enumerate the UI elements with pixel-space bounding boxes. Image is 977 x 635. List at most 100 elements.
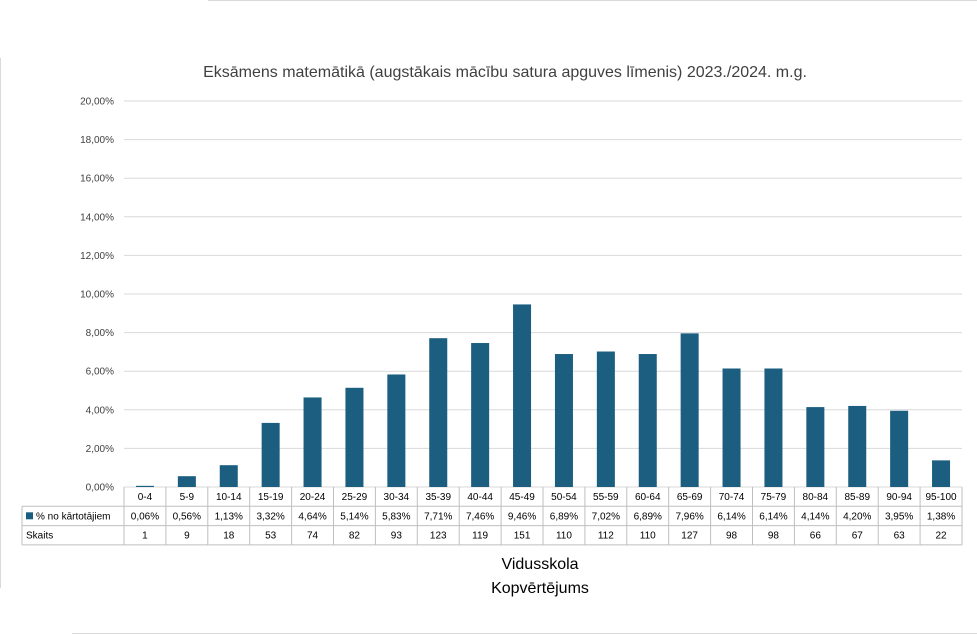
x-axis-title-line-1: Vidusskola — [501, 556, 579, 573]
percent-cell: 5,14% — [340, 511, 368, 522]
bar — [303, 397, 322, 487]
count-cell: 9 — [184, 531, 190, 542]
bar — [890, 410, 909, 487]
frame-left-line — [0, 58, 1, 588]
category-label: 75-79 — [761, 492, 787, 503]
category-label: 60-64 — [635, 492, 661, 503]
category-label: 85-89 — [844, 492, 870, 503]
bar — [177, 476, 196, 487]
category-label: 0-4 — [138, 492, 153, 503]
category-label: 20-24 — [300, 492, 326, 503]
bar — [722, 368, 741, 487]
count-cell: 53 — [265, 531, 277, 542]
count-cell: 18 — [223, 531, 235, 542]
percent-cell: 6,89% — [634, 511, 662, 522]
category-label: 35-39 — [425, 492, 451, 503]
count-cell: 66 — [810, 531, 822, 542]
bar — [135, 485, 154, 487]
y-tick-label: 6,00% — [86, 367, 114, 378]
percent-cell: 7,71% — [424, 511, 452, 522]
bar — [387, 374, 406, 487]
y-tick-label: 8,00% — [86, 328, 114, 339]
count-cell: 123 — [430, 531, 447, 542]
percent-cell: 0,06% — [131, 511, 159, 522]
percent-cell: 3,32% — [256, 511, 284, 522]
count-cell: 98 — [768, 531, 780, 542]
bar — [219, 465, 238, 487]
category-label: 45-49 — [509, 492, 535, 503]
category-label: 15-19 — [258, 492, 284, 503]
category-label: 5-9 — [180, 492, 195, 503]
category-label: 80-84 — [803, 492, 829, 503]
bar-chart: 0,00%2,00%4,00%6,00%8,00%10,00%12,00%14,… — [21, 97, 963, 546]
frame-bottom-line — [72, 633, 977, 634]
bar — [932, 460, 951, 487]
bar — [680, 333, 699, 487]
count-cell: 127 — [681, 531, 698, 542]
y-tick-label: 14,00% — [80, 212, 114, 223]
bar — [554, 354, 573, 487]
percent-cell: 6,14% — [759, 511, 787, 522]
count-cell: 22 — [935, 531, 947, 542]
frame-top-line — [208, 0, 977, 1]
y-tick-label: 20,00% — [80, 97, 114, 108]
count-cell: 1 — [142, 531, 148, 542]
bar — [764, 368, 783, 487]
category-label: 95-100 — [925, 492, 957, 503]
y-tick-label: 10,00% — [80, 290, 114, 301]
count-row-label: Skaits — [26, 531, 53, 542]
bar — [261, 422, 280, 487]
percent-cell: 1,38% — [927, 511, 955, 522]
percent-cell: 3,95% — [885, 511, 913, 522]
percent-cell: 0,56% — [173, 511, 201, 522]
percent-cell: 4,20% — [843, 511, 871, 522]
percent-cell: 6,14% — [717, 511, 745, 522]
count-cell: 98 — [726, 531, 738, 542]
bar — [806, 407, 825, 487]
percent-cell: 6,89% — [550, 511, 578, 522]
legend-swatch — [26, 512, 33, 520]
percent-cell: 7,02% — [592, 511, 620, 522]
count-cell: 110 — [556, 531, 572, 542]
category-label: 25-29 — [342, 492, 368, 503]
category-label: 90-94 — [886, 492, 912, 503]
percent-cell: 4,14% — [801, 511, 829, 522]
y-tick-label: 18,00% — [80, 135, 114, 146]
category-label: 50-54 — [551, 492, 577, 503]
category-label: 55-59 — [593, 492, 619, 503]
bar — [429, 338, 448, 487]
bar — [638, 354, 657, 487]
y-tick-label: 12,00% — [80, 251, 114, 262]
count-cell: 93 — [391, 531, 403, 542]
count-cell: 74 — [307, 531, 319, 542]
category-label: 70-74 — [719, 492, 745, 503]
category-label: 40-44 — [467, 492, 493, 503]
category-label: 65-69 — [677, 492, 703, 503]
bar — [596, 351, 615, 487]
bar — [345, 387, 364, 487]
chart-title: Eksāmens matemātikā (augstākais mācību s… — [203, 64, 807, 81]
category-label: 30-34 — [384, 492, 410, 503]
category-label: 10-14 — [216, 492, 242, 503]
bar — [848, 405, 867, 487]
count-cell: 67 — [852, 531, 864, 542]
count-cell: 63 — [894, 531, 906, 542]
count-cell: 82 — [349, 531, 361, 542]
percent-cell: 7,46% — [466, 511, 494, 522]
count-cell: 110 — [640, 531, 656, 542]
percent-cell: 9,46% — [508, 511, 536, 522]
y-tick-label: 2,00% — [86, 444, 114, 455]
percent-cell: 4,64% — [298, 511, 326, 522]
bar — [471, 343, 490, 487]
y-tick-label: 4,00% — [86, 405, 114, 416]
y-tick-label: 16,00% — [80, 174, 114, 185]
bar — [513, 304, 532, 487]
count-cell: 151 — [514, 531, 531, 542]
percent-cell: 7,96% — [675, 511, 703, 522]
legend-label: % no kārtotājiem — [36, 511, 110, 522]
y-tick-label: 0,00% — [86, 483, 114, 494]
percent-cell: 5,83% — [382, 511, 410, 522]
x-axis-title-line-2: Kopvērtējums — [491, 580, 589, 597]
percent-cell: 1,13% — [215, 511, 243, 522]
count-cell: 112 — [598, 531, 614, 542]
